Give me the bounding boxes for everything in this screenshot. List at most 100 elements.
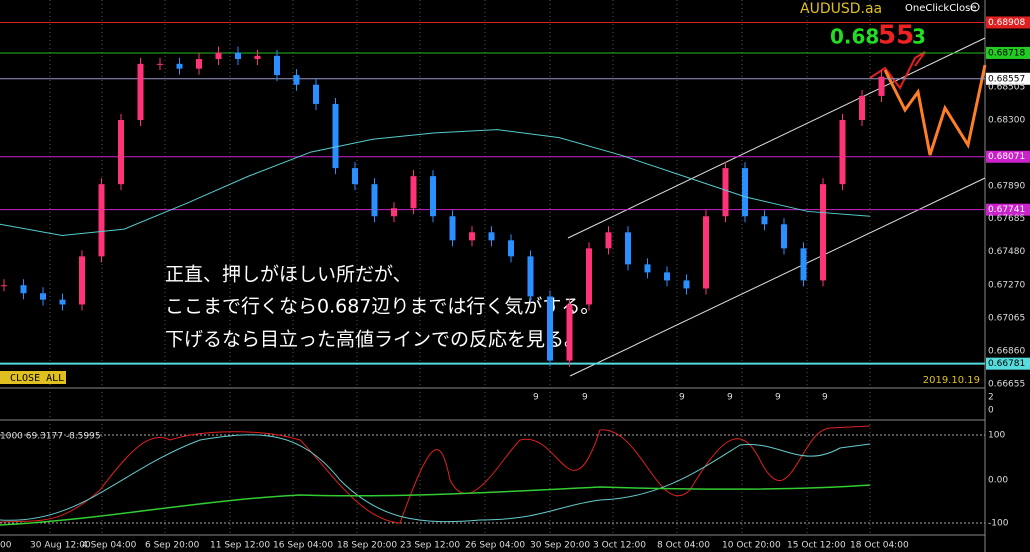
time-label: 11 Sep 12:00 bbox=[210, 541, 270, 551]
osc-axis: -100 bbox=[988, 519, 1009, 529]
candle bbox=[430, 176, 436, 217]
price-label: 0.67270 bbox=[988, 281, 1025, 291]
time-label: 10 Oct 20:00 bbox=[722, 541, 781, 551]
candle bbox=[371, 184, 378, 217]
candle bbox=[332, 103, 339, 169]
level-label: 0.68071 bbox=[988, 152, 1025, 162]
candle bbox=[293, 75, 300, 85]
candle bbox=[488, 232, 495, 241]
moving-average bbox=[0, 129, 871, 237]
time-label: 30 Sep 20:00 bbox=[530, 541, 590, 551]
channel-line bbox=[569, 177, 986, 377]
time-label: 30 Aug 12:00 bbox=[30, 541, 91, 551]
bid-head: 0.68 bbox=[830, 25, 879, 49]
time-label: 00 bbox=[0, 541, 12, 551]
candle bbox=[254, 55, 261, 60]
hand-drawn bbox=[869, 51, 926, 90]
candle bbox=[566, 304, 573, 361]
price-label: 0.67890 bbox=[988, 181, 1025, 191]
candle bbox=[508, 240, 514, 257]
candle bbox=[644, 264, 651, 273]
candle bbox=[605, 232, 612, 249]
level-label: 0.66781 bbox=[988, 359, 1025, 369]
candle bbox=[352, 168, 358, 185]
candle bbox=[98, 184, 105, 257]
candle bbox=[683, 280, 690, 289]
symbol: AUDUSD.aa bbox=[800, 1, 882, 17]
time-label: 23 Sep 12:00 bbox=[400, 541, 460, 551]
candle bbox=[761, 216, 768, 225]
candle bbox=[1, 285, 7, 287]
candle bbox=[781, 224, 787, 249]
osc-slow bbox=[0, 434, 871, 523]
one-click-close[interactable]: OneClickClose bbox=[905, 3, 976, 14]
time-label: 6 Sep 20:00 bbox=[145, 541, 200, 551]
channel-line bbox=[567, 37, 986, 239]
level-box bbox=[986, 16, 1030, 29]
price-label: 0.67065 bbox=[988, 314, 1025, 324]
candle bbox=[664, 272, 670, 281]
date-stamp: 2019.10.19 bbox=[923, 375, 980, 386]
note-line: ここまで行くなら0.687辺りまでは行く気がする。 bbox=[165, 296, 599, 318]
candle bbox=[820, 184, 826, 281]
candle bbox=[59, 299, 66, 305]
level-box bbox=[986, 150, 1030, 163]
level-label: 0.68718 bbox=[988, 48, 1025, 58]
candle bbox=[547, 296, 553, 361]
osc-header: 1000 69.3177 -8.5995 bbox=[0, 432, 101, 442]
sub-axis: 2 bbox=[988, 393, 994, 403]
bid-tail: 3 bbox=[912, 25, 926, 49]
candle bbox=[742, 168, 748, 217]
level-box bbox=[986, 46, 1030, 59]
sub-label: 9 bbox=[727, 393, 733, 403]
candle bbox=[527, 256, 534, 297]
level-label: 0.68557 bbox=[988, 74, 1025, 84]
sub-label: 9 bbox=[533, 393, 539, 403]
level-box bbox=[986, 203, 1030, 216]
level-box bbox=[986, 357, 1030, 370]
sub-label: 9 bbox=[775, 393, 781, 403]
candle bbox=[137, 63, 144, 120]
candle bbox=[274, 55, 280, 76]
candle bbox=[391, 208, 397, 217]
candle bbox=[215, 52, 222, 60]
candle bbox=[79, 256, 85, 305]
candle bbox=[313, 84, 319, 104]
close-all-label[interactable]: CLOSE ALL bbox=[10, 373, 64, 384]
price-label: 0.67685 bbox=[988, 214, 1025, 224]
price-label: 0.66860 bbox=[988, 347, 1025, 357]
time-label: 8 Oct 04:00 bbox=[657, 541, 710, 551]
candle bbox=[40, 293, 46, 300]
sub-label: 9 bbox=[582, 393, 588, 403]
close-icon[interactable] bbox=[970, 2, 980, 12]
candle bbox=[703, 216, 709, 289]
candle bbox=[800, 248, 807, 281]
price-label: 0.68300 bbox=[988, 116, 1025, 126]
candle bbox=[449, 216, 456, 241]
candle bbox=[235, 52, 241, 60]
time-label: 18 Oct 04:00 bbox=[850, 541, 909, 551]
candle bbox=[118, 120, 124, 185]
candle bbox=[20, 285, 27, 294]
time-label: 3 Oct 12:00 bbox=[593, 541, 646, 551]
level-label: 0.68908 bbox=[988, 18, 1025, 28]
candle bbox=[586, 248, 592, 305]
osc-axis: 0.00 bbox=[988, 476, 1008, 486]
note-line: 下げるなら目立った高値ラインでの反応を見る。 bbox=[165, 329, 583, 351]
sub-axis: 0 bbox=[988, 406, 994, 416]
candle bbox=[722, 168, 729, 217]
close-all-button[interactable] bbox=[0, 371, 66, 384]
candle bbox=[176, 63, 183, 69]
candle bbox=[625, 232, 631, 265]
osc-axis: 100 bbox=[988, 431, 1005, 441]
sub-label: 9 bbox=[822, 393, 828, 403]
time-label: 18 Sep 20:00 bbox=[337, 541, 397, 551]
time-label: 15 Oct 12:00 bbox=[787, 541, 846, 551]
level-label: 0.67741 bbox=[988, 205, 1025, 215]
time-label: 4 Sep 04:00 bbox=[82, 541, 137, 551]
osc-trend bbox=[0, 484, 871, 526]
time-label: 16 Sep 04:00 bbox=[273, 541, 333, 551]
candle bbox=[839, 120, 846, 185]
